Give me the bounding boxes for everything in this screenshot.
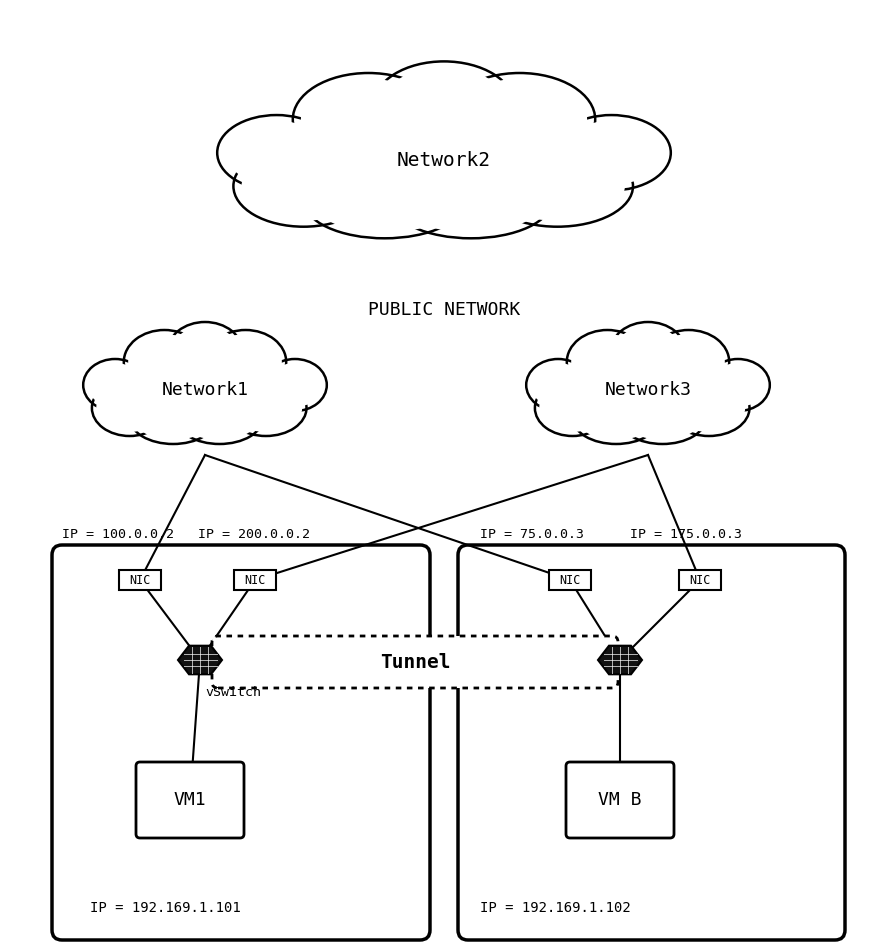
Ellipse shape xyxy=(710,363,765,407)
Text: NIC: NIC xyxy=(689,574,710,586)
Ellipse shape xyxy=(490,151,625,221)
Ellipse shape xyxy=(171,326,238,378)
Ellipse shape xyxy=(167,322,242,382)
Text: NIC: NIC xyxy=(130,574,151,586)
Ellipse shape xyxy=(382,67,506,143)
Ellipse shape xyxy=(567,330,648,394)
Ellipse shape xyxy=(96,384,163,432)
Ellipse shape xyxy=(398,169,543,232)
Ellipse shape xyxy=(296,88,592,218)
Ellipse shape xyxy=(123,330,205,394)
Ellipse shape xyxy=(304,163,465,238)
Ellipse shape xyxy=(390,163,552,238)
Ellipse shape xyxy=(573,392,660,444)
Ellipse shape xyxy=(444,73,595,166)
Ellipse shape xyxy=(180,396,258,440)
Ellipse shape xyxy=(552,115,670,191)
Bar xyxy=(234,570,276,590)
Ellipse shape xyxy=(653,334,725,390)
Ellipse shape xyxy=(301,78,436,160)
Ellipse shape xyxy=(648,330,729,394)
Text: VM1: VM1 xyxy=(174,791,206,809)
Ellipse shape xyxy=(669,380,749,436)
Text: IP = 100.0.0.2: IP = 100.0.0.2 xyxy=(62,529,174,542)
Ellipse shape xyxy=(130,343,281,427)
Text: VM B: VM B xyxy=(599,791,642,809)
Ellipse shape xyxy=(539,384,606,432)
Ellipse shape xyxy=(672,384,745,432)
Ellipse shape xyxy=(560,121,662,185)
Ellipse shape xyxy=(242,151,366,221)
Ellipse shape xyxy=(91,380,167,436)
Text: IP = 200.0.0.2: IP = 200.0.0.2 xyxy=(198,529,310,542)
Ellipse shape xyxy=(577,396,655,440)
Text: Network2: Network2 xyxy=(397,150,491,170)
Ellipse shape xyxy=(304,92,584,213)
Ellipse shape xyxy=(530,363,586,407)
Ellipse shape xyxy=(234,145,374,227)
Bar xyxy=(119,570,161,590)
Ellipse shape xyxy=(130,392,217,444)
FancyBboxPatch shape xyxy=(212,636,618,688)
FancyBboxPatch shape xyxy=(566,762,674,838)
Text: IP = 192.169.1.101: IP = 192.169.1.101 xyxy=(90,901,241,915)
Bar xyxy=(549,570,591,590)
Ellipse shape xyxy=(482,145,633,227)
Ellipse shape xyxy=(568,340,728,430)
Text: Network3: Network3 xyxy=(605,381,692,399)
FancyBboxPatch shape xyxy=(136,762,244,838)
Ellipse shape xyxy=(226,380,306,436)
Ellipse shape xyxy=(573,343,724,427)
FancyBboxPatch shape xyxy=(458,545,845,940)
Text: Network1: Network1 xyxy=(162,381,249,399)
Ellipse shape xyxy=(527,359,590,411)
Text: vSwitch: vSwitch xyxy=(205,685,261,699)
Ellipse shape xyxy=(230,384,302,432)
Text: IP = 192.169.1.102: IP = 192.169.1.102 xyxy=(480,901,630,915)
Ellipse shape xyxy=(134,396,212,440)
Ellipse shape xyxy=(205,330,286,394)
Ellipse shape xyxy=(452,78,587,160)
Ellipse shape xyxy=(374,61,514,148)
Polygon shape xyxy=(178,646,222,674)
Ellipse shape xyxy=(706,359,770,411)
Ellipse shape xyxy=(619,392,706,444)
Text: NIC: NIC xyxy=(559,574,581,586)
Text: IP = 75.0.0.3: IP = 75.0.0.3 xyxy=(480,529,584,542)
Ellipse shape xyxy=(263,359,327,411)
Ellipse shape xyxy=(218,115,336,191)
Text: Tunnel: Tunnel xyxy=(380,652,450,671)
Ellipse shape xyxy=(623,396,702,440)
Ellipse shape xyxy=(610,322,686,382)
Ellipse shape xyxy=(88,363,143,407)
Ellipse shape xyxy=(226,121,328,185)
Text: IP = 175.0.0.3: IP = 175.0.0.3 xyxy=(630,529,742,542)
Ellipse shape xyxy=(293,73,444,166)
Text: PUBLIC NETWORK: PUBLIC NETWORK xyxy=(368,301,520,319)
Text: NIC: NIC xyxy=(244,574,266,586)
Ellipse shape xyxy=(312,169,457,232)
Ellipse shape xyxy=(128,334,201,390)
Ellipse shape xyxy=(176,392,263,444)
Ellipse shape xyxy=(571,334,644,390)
Bar xyxy=(679,570,721,590)
Polygon shape xyxy=(598,646,642,674)
Ellipse shape xyxy=(125,340,285,430)
Ellipse shape xyxy=(83,359,147,411)
Ellipse shape xyxy=(535,380,610,436)
FancyBboxPatch shape xyxy=(52,545,430,940)
Ellipse shape xyxy=(210,334,281,390)
Ellipse shape xyxy=(267,363,322,407)
Ellipse shape xyxy=(614,326,681,378)
